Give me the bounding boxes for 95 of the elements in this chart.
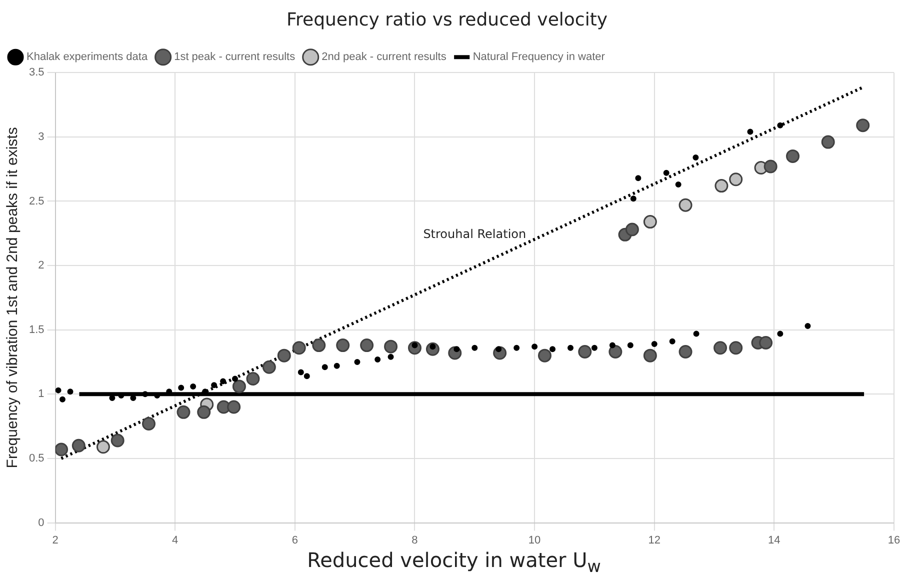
point bbox=[496, 346, 502, 352]
point bbox=[227, 400, 241, 414]
point bbox=[277, 348, 291, 362]
x-axis-title: Reduced velocity in water U$_{w}$ bbox=[306, 548, 602, 576]
point bbox=[804, 323, 811, 329]
point bbox=[334, 362, 340, 369]
point bbox=[55, 387, 62, 394]
point bbox=[322, 364, 328, 370]
y-tick-label: 0.5 bbox=[28, 452, 44, 465]
point bbox=[578, 344, 592, 358]
point bbox=[856, 118, 870, 132]
point bbox=[354, 359, 360, 366]
x-tick-label: 14 bbox=[768, 534, 780, 546]
point bbox=[663, 170, 670, 176]
point bbox=[675, 182, 682, 188]
point bbox=[678, 198, 692, 212]
point bbox=[764, 160, 778, 174]
point bbox=[591, 344, 598, 351]
point bbox=[643, 215, 657, 229]
point bbox=[178, 384, 184, 391]
point bbox=[550, 346, 556, 352]
y-tick-label: 1 bbox=[38, 388, 44, 400]
point bbox=[777, 330, 784, 337]
point bbox=[643, 348, 657, 362]
point bbox=[67, 388, 74, 395]
x-tick-label: 12 bbox=[648, 534, 660, 546]
annotation: Strouhal Relation bbox=[423, 226, 526, 241]
chart-title: Frequency ratio vs reduced velocity bbox=[286, 9, 608, 30]
x-tick-label: 16 bbox=[888, 534, 900, 546]
y-tick-label: 1.5 bbox=[28, 324, 44, 336]
point bbox=[110, 434, 124, 448]
point bbox=[312, 338, 326, 352]
y-tick-label: 3 bbox=[38, 130, 44, 143]
legend-label: 2nd peak - current results bbox=[322, 51, 447, 64]
point bbox=[298, 369, 304, 376]
point bbox=[336, 338, 350, 352]
point bbox=[472, 344, 478, 351]
point bbox=[59, 396, 66, 402]
point bbox=[729, 172, 743, 186]
point bbox=[197, 405, 211, 419]
point bbox=[514, 344, 520, 351]
point bbox=[635, 175, 642, 182]
point bbox=[692, 154, 699, 160]
point bbox=[714, 341, 728, 355]
point bbox=[568, 344, 574, 351]
point bbox=[220, 378, 226, 384]
point bbox=[190, 383, 196, 390]
point bbox=[360, 338, 374, 352]
legend-label: Khalak experiments data bbox=[26, 51, 148, 64]
point bbox=[176, 405, 190, 419]
point bbox=[232, 380, 246, 394]
x-tick-label: 6 bbox=[292, 534, 298, 546]
point bbox=[630, 196, 636, 202]
point bbox=[246, 372, 260, 386]
point bbox=[96, 440, 110, 454]
y-tick-label: 2.5 bbox=[28, 195, 44, 208]
y-axis-title: Frequency of vibration 1st and 2nd peaks if it exists bbox=[4, 127, 22, 468]
legend-label: 1st peak - current results bbox=[174, 51, 296, 64]
point bbox=[384, 340, 398, 354]
point bbox=[693, 330, 700, 337]
point bbox=[538, 348, 552, 362]
point bbox=[292, 341, 306, 355]
point bbox=[759, 336, 773, 350]
point bbox=[532, 344, 538, 350]
x-tick-label: 8 bbox=[412, 534, 418, 546]
x-tick-label: 2 bbox=[52, 534, 58, 546]
point bbox=[669, 338, 676, 344]
point bbox=[55, 442, 68, 456]
point bbox=[388, 354, 394, 360]
point bbox=[651, 341, 658, 348]
point bbox=[786, 149, 800, 163]
point bbox=[232, 376, 238, 382]
point bbox=[304, 373, 310, 380]
point bbox=[142, 417, 156, 431]
point bbox=[747, 128, 754, 135]
y-tick-label: 3.5 bbox=[28, 66, 44, 79]
point bbox=[608, 344, 622, 358]
point bbox=[609, 342, 616, 348]
x-tick-label: 4 bbox=[172, 534, 178, 546]
point bbox=[627, 342, 634, 348]
point bbox=[821, 135, 835, 149]
point bbox=[625, 222, 639, 236]
x-tick-label: 10 bbox=[528, 534, 541, 546]
point bbox=[211, 382, 218, 388]
point bbox=[777, 122, 784, 128]
point bbox=[678, 344, 692, 358]
y-tick-label: 0 bbox=[38, 516, 44, 529]
point bbox=[262, 360, 276, 374]
legend-label: Natural Frequency in water bbox=[472, 51, 606, 64]
y-tick-label: 2 bbox=[38, 260, 44, 272]
point bbox=[72, 438, 86, 452]
point bbox=[714, 179, 728, 193]
point bbox=[374, 356, 381, 362]
point bbox=[454, 346, 460, 352]
point bbox=[729, 341, 743, 355]
